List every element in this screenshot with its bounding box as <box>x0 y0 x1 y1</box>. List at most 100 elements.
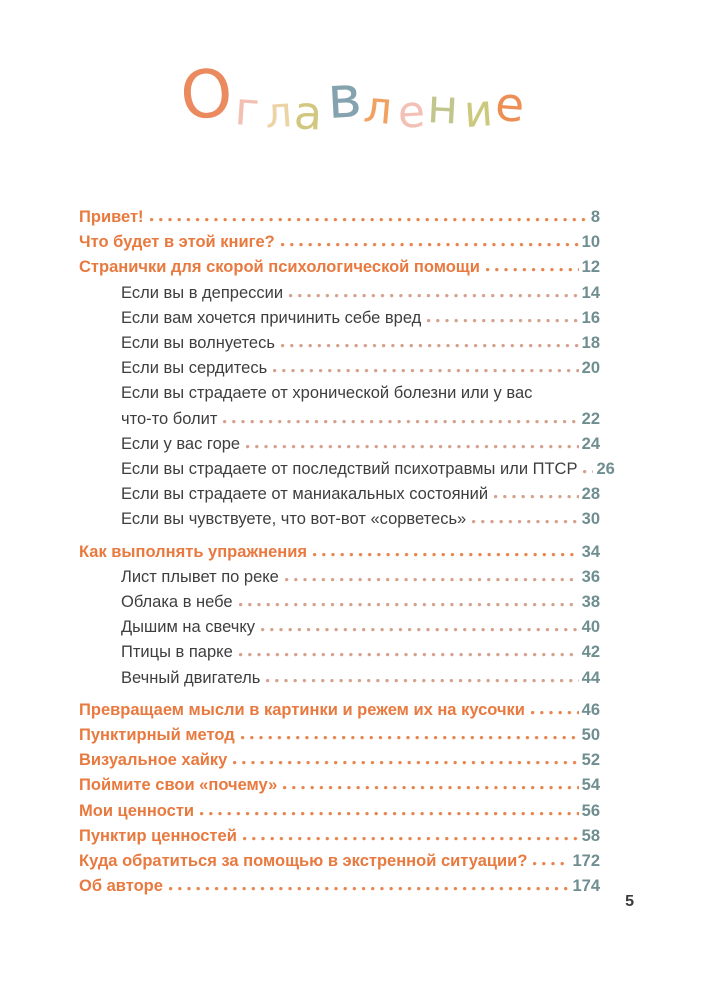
toc-entry-label: Если у вас горе <box>121 434 241 453</box>
toc-entry-page: 28 <box>581 485 600 504</box>
dot-leader <box>238 652 579 658</box>
title-letter: в <box>325 62 368 132</box>
title-letter: л <box>263 86 298 138</box>
dot-leader <box>485 267 579 273</box>
toc-entry-label: Вечный двигатель <box>121 668 261 687</box>
toc-entry: что-то болит 22 <box>79 407 600 432</box>
toc-entry-page: 172 <box>572 852 600 871</box>
toc-entry-label: Визуальное хайку <box>79 751 228 770</box>
dot-leader <box>200 810 579 816</box>
toc-entry: Превращаем мысли в картинки и режем их н… <box>79 698 600 723</box>
toc-entry-label: Если вы чувствуете, что вот-вот «сорвете… <box>121 510 467 529</box>
toc-entry: Об авторе 174 <box>79 874 600 899</box>
toc-entry-page: 30 <box>581 510 600 529</box>
title-letter: а <box>292 85 328 141</box>
toc-entry: Что будет в этой книге? 10 <box>79 230 600 255</box>
toc-entry-page: 20 <box>581 359 600 378</box>
toc-entry-label: Если вы в депрессии <box>121 283 284 302</box>
toc-entry-label: Пунктир ценностей <box>79 826 237 845</box>
dot-leader <box>238 602 579 608</box>
toc-entry-page: 16 <box>581 308 600 327</box>
toc-list: Привет! 8 Что будет в этой книге? 10 Странич… <box>79 205 615 899</box>
toc-entry-page: 8 <box>590 208 600 226</box>
title-letter: е <box>492 76 530 135</box>
toc-entry: Лист плывет по реке 36 <box>79 565 600 590</box>
toc-entry-label: Что будет в этой книге? <box>79 233 275 252</box>
dot-leader <box>472 519 579 525</box>
toc-entry: Если вы волнуетесь 18 <box>79 331 600 356</box>
toc-entry-page: 18 <box>581 334 600 353</box>
dot-leader <box>246 443 579 449</box>
dot-leader <box>273 368 579 374</box>
toc-entry-label: Превращаем мысли в картинки и режем их н… <box>79 700 525 719</box>
toc-entry-page: 56 <box>581 801 600 820</box>
toc-entry-page: 14 <box>581 283 600 302</box>
dot-leader <box>530 709 579 715</box>
title-letter: л <box>361 81 399 136</box>
toc-entry-label: Пунктирный метод <box>79 726 235 745</box>
toc-entry-page: 50 <box>581 726 600 745</box>
toc-entry: Странички для скорой психологической пом… <box>79 255 600 280</box>
toc-entry: Дышим на свечку 40 <box>79 615 600 640</box>
dot-leader <box>168 886 570 892</box>
toc-entry-label: Если вы страдаете от маниакальных состоя… <box>121 485 489 504</box>
toc-entry: Пунктирный метод 50 <box>79 723 600 748</box>
toc-entry-label: Если вы страдаете от последствий психотр… <box>121 460 578 479</box>
toc-entry: Если у вас горе 24 <box>79 432 600 457</box>
toc-entry-label: Если вам хочется причинить себе вред <box>121 308 422 327</box>
toc-entry: Куда обратиться за помощью в экстренной … <box>79 849 600 874</box>
toc-entry-page: 26 <box>596 460 615 479</box>
dot-leader <box>283 785 579 791</box>
toc-entry-label: Дышим на свечку <box>121 618 255 637</box>
toc-entry-label: Об авторе <box>79 877 163 896</box>
toc-entry: Визуальное хайку 52 <box>79 748 600 773</box>
dot-leader <box>533 861 570 867</box>
toc-entry-label: Куда обратиться за помощью в экстренной … <box>79 852 528 871</box>
toc-entry-label: Поймите свои «почему» <box>79 776 278 795</box>
toc-entry-label: Если вы страдаете от хронической болезни… <box>121 384 533 403</box>
page-title: Оглавление <box>0 54 708 141</box>
title-letter: е <box>396 86 431 139</box>
toc-entry: Если вы страдаете от хронической болезни… <box>79 381 600 406</box>
dot-leader <box>583 469 594 475</box>
toc-entry: Если вам хочется причинить себе вред 16 <box>79 306 600 331</box>
toc-entry-label: Если вы сердитесь <box>121 359 268 378</box>
toc-entry-page: 58 <box>581 826 600 845</box>
title-letter: О <box>176 53 240 136</box>
toc-entry-page: 174 <box>572 877 600 896</box>
dot-leader <box>233 760 579 766</box>
dot-leader <box>261 627 579 633</box>
toc-entry-label: Странички для скорой психологической пом… <box>79 258 480 277</box>
toc-entry: Если вы в депрессии 14 <box>79 281 600 306</box>
toc-entry-page: 54 <box>581 776 600 795</box>
toc-entry-page: 24 <box>581 434 600 453</box>
toc-entry: Если вы страдаете от маниакальных состоя… <box>79 482 600 507</box>
toc-entry: Мои ценности 56 <box>79 799 600 824</box>
dot-leader <box>280 343 579 349</box>
toc-entry-label: Мои ценности <box>79 801 195 820</box>
toc-entry: Облака в небе 38 <box>79 590 600 615</box>
dot-leader <box>427 317 579 323</box>
toc-entry: Как выполнять упражнения 34 <box>79 540 600 565</box>
toc-entry-page: 12 <box>581 258 600 277</box>
toc-entry: Если вы страдаете от последствий психотр… <box>79 457 615 482</box>
folio-page-number: 5 <box>625 893 634 910</box>
toc-entry-label: Облака в небе <box>121 593 233 612</box>
toc-entry-page: 40 <box>581 618 600 637</box>
dot-leader <box>313 551 579 557</box>
toc-entry: Птицы в парке 42 <box>79 640 600 665</box>
dot-leader <box>240 735 579 741</box>
toc-entry-page: 22 <box>581 409 600 428</box>
toc-entry-page: 10 <box>581 233 600 252</box>
toc-entry-page: 38 <box>581 593 600 612</box>
dot-leader <box>223 418 579 424</box>
toc-entry: Если вы сердитесь 20 <box>79 356 600 381</box>
toc-entry-label: Привет! <box>79 208 144 226</box>
toc-entry-page: 42 <box>581 643 600 662</box>
toc-entry-page: 34 <box>581 542 600 561</box>
dot-leader <box>494 494 579 500</box>
dot-leader <box>280 242 579 248</box>
toc-entry-label: Как выполнять упражнения <box>79 542 308 561</box>
toc-entry-page: 36 <box>581 567 600 586</box>
